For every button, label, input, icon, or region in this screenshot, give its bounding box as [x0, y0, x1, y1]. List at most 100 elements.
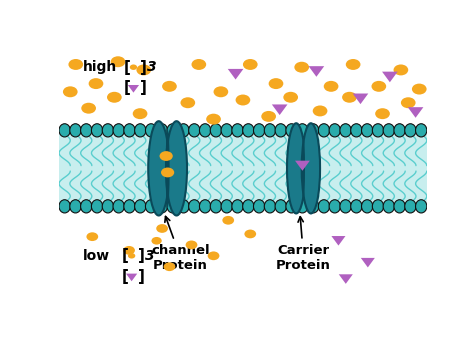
Circle shape [206, 114, 221, 125]
Ellipse shape [124, 200, 135, 213]
Circle shape [152, 237, 162, 245]
Circle shape [372, 81, 386, 92]
Polygon shape [272, 104, 287, 115]
Ellipse shape [394, 124, 405, 137]
Circle shape [130, 65, 137, 70]
Ellipse shape [167, 200, 178, 213]
Text: high: high [83, 60, 118, 74]
Circle shape [63, 86, 78, 97]
Circle shape [324, 81, 338, 92]
Ellipse shape [302, 123, 320, 213]
Circle shape [261, 111, 276, 122]
Polygon shape [126, 274, 137, 281]
Ellipse shape [351, 124, 362, 137]
Circle shape [161, 168, 174, 178]
Ellipse shape [319, 124, 329, 137]
Ellipse shape [329, 200, 340, 213]
Ellipse shape [243, 124, 254, 137]
Ellipse shape [362, 200, 373, 213]
Circle shape [89, 78, 103, 89]
Ellipse shape [287, 123, 305, 213]
Circle shape [401, 97, 416, 108]
Ellipse shape [189, 200, 200, 213]
Circle shape [191, 59, 206, 70]
Ellipse shape [264, 124, 275, 137]
Ellipse shape [254, 200, 265, 213]
Circle shape [313, 105, 328, 116]
Circle shape [412, 84, 427, 94]
Text: 3: 3 [146, 60, 156, 74]
Ellipse shape [167, 124, 178, 137]
Ellipse shape [372, 124, 383, 137]
Ellipse shape [275, 124, 286, 137]
Circle shape [393, 65, 408, 75]
Ellipse shape [113, 200, 124, 213]
Circle shape [245, 230, 256, 238]
Ellipse shape [232, 200, 243, 213]
Ellipse shape [372, 200, 383, 213]
Ellipse shape [189, 124, 200, 137]
Circle shape [243, 59, 258, 70]
Ellipse shape [275, 200, 286, 213]
Text: [: [ [122, 269, 128, 284]
Ellipse shape [308, 200, 319, 213]
Ellipse shape [383, 124, 394, 137]
Circle shape [123, 246, 135, 255]
Ellipse shape [148, 121, 169, 215]
Polygon shape [309, 66, 324, 77]
Ellipse shape [70, 200, 81, 213]
Ellipse shape [232, 124, 243, 137]
Ellipse shape [340, 200, 351, 213]
Circle shape [164, 262, 175, 271]
Ellipse shape [200, 124, 211, 137]
Ellipse shape [91, 124, 103, 137]
Polygon shape [353, 93, 368, 104]
Circle shape [181, 97, 195, 108]
Ellipse shape [264, 200, 275, 213]
Ellipse shape [102, 124, 114, 137]
Text: [: [ [124, 80, 130, 95]
Ellipse shape [156, 124, 167, 137]
Text: 3: 3 [145, 249, 155, 263]
Ellipse shape [297, 200, 308, 213]
Circle shape [186, 240, 197, 249]
Ellipse shape [200, 200, 211, 213]
Circle shape [283, 92, 298, 103]
Text: ]: ] [138, 248, 145, 263]
Circle shape [133, 108, 147, 119]
Circle shape [222, 216, 234, 225]
Ellipse shape [243, 200, 254, 213]
Circle shape [156, 224, 168, 233]
Polygon shape [339, 274, 353, 284]
Circle shape [82, 103, 96, 114]
Polygon shape [382, 72, 398, 82]
Ellipse shape [166, 121, 187, 215]
Ellipse shape [416, 124, 427, 137]
Ellipse shape [165, 128, 170, 208]
Ellipse shape [70, 124, 81, 137]
Ellipse shape [146, 124, 157, 137]
Ellipse shape [405, 200, 416, 213]
Ellipse shape [297, 124, 308, 137]
Ellipse shape [59, 124, 70, 137]
Text: low: low [83, 249, 110, 263]
Text: ]: ] [138, 269, 145, 284]
Text: ]: ] [140, 80, 147, 95]
Ellipse shape [329, 124, 340, 137]
Circle shape [162, 81, 177, 92]
Polygon shape [128, 85, 139, 93]
Ellipse shape [81, 124, 92, 137]
Text: ]: ] [140, 60, 147, 75]
Ellipse shape [178, 200, 189, 213]
Ellipse shape [124, 124, 135, 137]
Ellipse shape [81, 200, 92, 213]
Text: Carrier
Protein: Carrier Protein [276, 217, 331, 272]
Ellipse shape [221, 200, 232, 213]
Circle shape [107, 92, 122, 103]
Ellipse shape [286, 200, 297, 213]
Circle shape [213, 86, 228, 97]
Ellipse shape [102, 200, 114, 213]
Ellipse shape [319, 200, 329, 213]
Ellipse shape [383, 200, 394, 213]
Ellipse shape [178, 124, 189, 137]
